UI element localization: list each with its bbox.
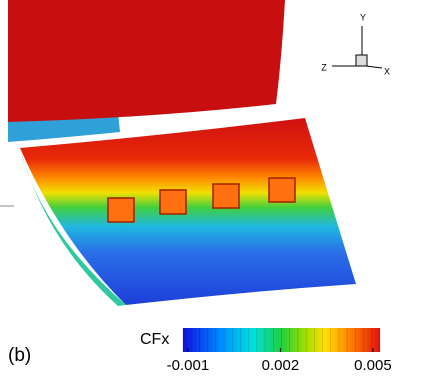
panel-label: (b) — [8, 345, 31, 366]
colorbar-tick-label: -0.001 — [167, 357, 210, 374]
patches — [107, 177, 296, 223]
axes-triad — [332, 26, 383, 69]
colorbar-tick-label: 0.002 — [262, 357, 300, 374]
axis-y: Y — [360, 12, 366, 22]
colorbar-title: CFx — [140, 331, 169, 348]
lower-surface — [20, 118, 356, 305]
axis-x: X — [384, 66, 390, 76]
colorbar-tick-label: 0.005 — [354, 357, 392, 374]
axis-z: Z — [321, 62, 327, 72]
upper-surface — [8, 0, 285, 122]
colorbar — [183, 328, 380, 352]
